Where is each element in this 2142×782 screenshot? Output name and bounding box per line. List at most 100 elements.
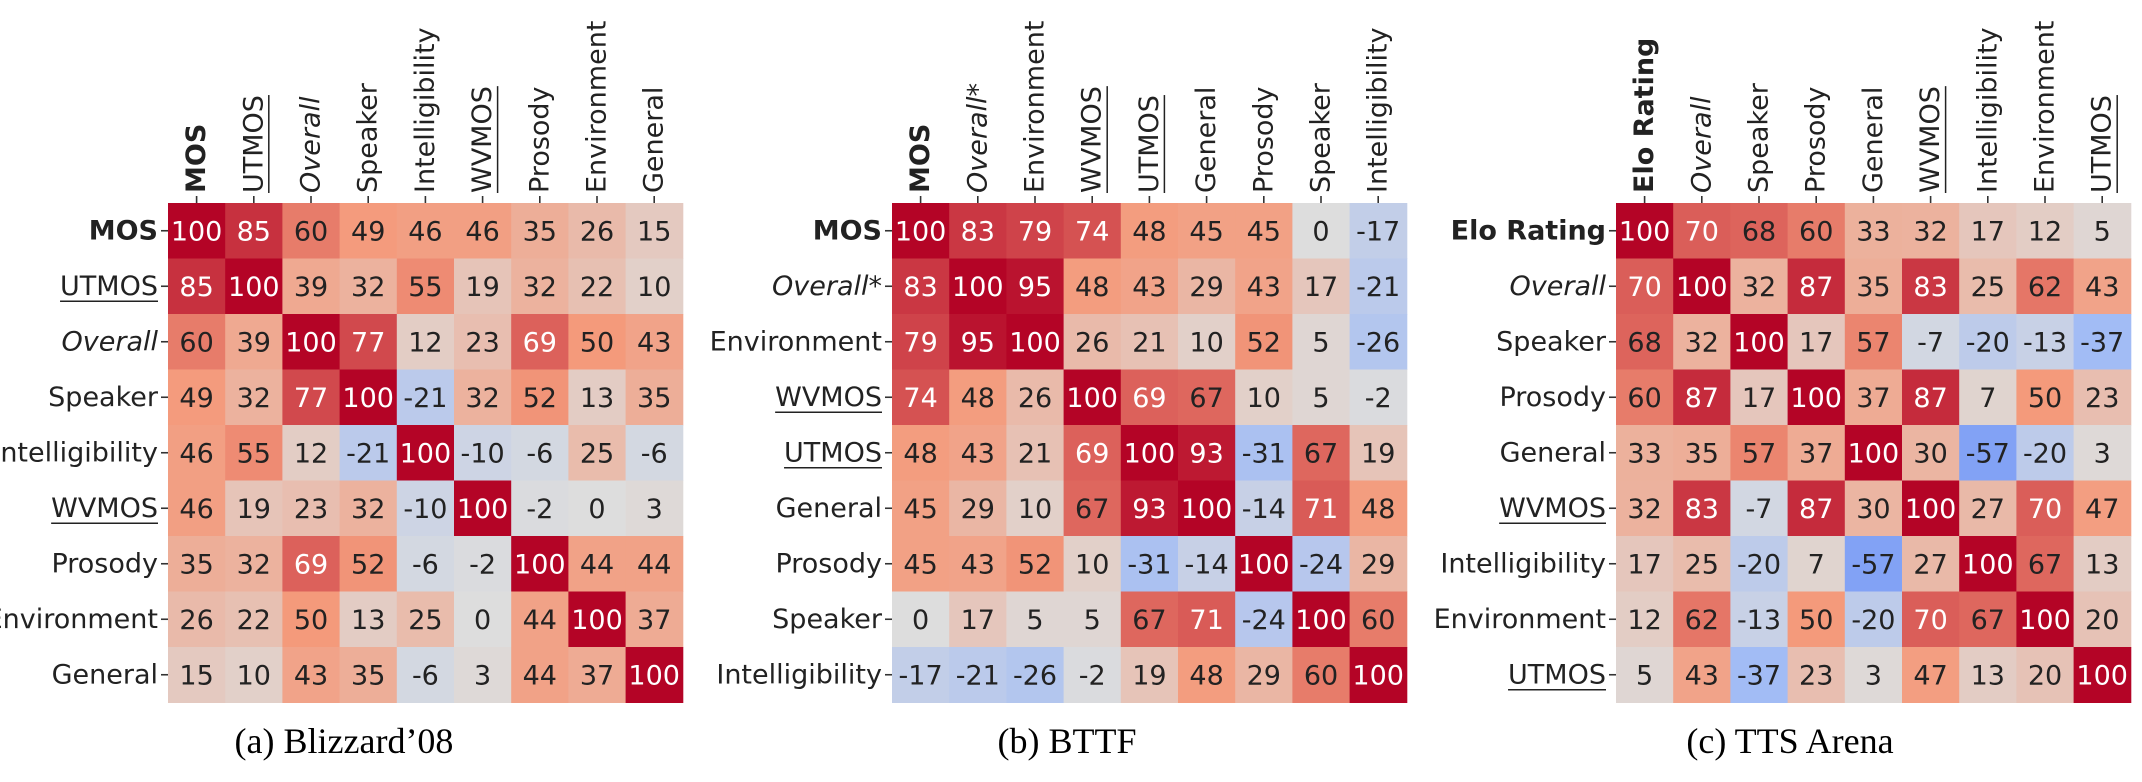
cell-value: -13 [2023,327,2067,358]
heatmap-cell [1902,369,1960,426]
cell-value: 29 [961,494,995,525]
heatmap-cell [1673,480,1731,537]
cell-value: 37 [580,660,614,691]
heatmap-cell [396,369,455,426]
cell-value: 32 [1742,272,1776,303]
cell-value: 46 [179,494,213,525]
cell-value: 5 [1026,605,1043,636]
heatmap-cell [225,591,283,648]
heatmap-cell [1616,258,1674,315]
heatmap-cell [454,203,512,259]
heatmap-cell [1787,536,1846,592]
cell-value: 21 [1018,438,1052,469]
heatmap-cell [2016,480,2075,537]
cell-value: 68 [1742,216,1776,247]
heatmap-cell [225,203,283,259]
heatmap-cell [1063,480,1122,537]
cell-value: 100 [952,272,1004,303]
row-label: UTMOS [784,437,882,468]
heatmap-cell [1673,536,1731,592]
row-label: General [52,659,158,690]
heatmap-cell [625,203,684,259]
cell-value: 100 [1352,660,1404,691]
heatmap-cell [339,258,398,315]
column-label: Speaker [353,82,384,193]
heatmap-cell [892,480,950,537]
cell-value: -20 [2023,438,2067,469]
cell-value: 29 [1361,549,1395,580]
column-label: General [1858,87,1889,193]
cell-value: -10 [461,438,505,469]
heatmap-cell [2073,536,2132,592]
heatmap-cell [396,258,455,315]
cell-value: 43 [1685,660,1719,691]
heatmap-cell [625,591,684,648]
cell-value: 45 [903,549,937,580]
cell-value: 100 [1790,383,1842,414]
cell-value: -20 [1851,605,1895,636]
heatmap-cell [225,258,283,315]
cell-value: 52 [1247,327,1281,358]
cell-value: 26 [1075,327,1109,358]
heatmap-cell [1006,203,1065,259]
cell-value: 67 [1189,383,1223,414]
heatmap-cell [339,369,398,426]
cell-value: 48 [1075,272,1109,303]
cell-value: 43 [294,660,328,691]
cell-value: 32 [351,494,385,525]
column-label: UTMOS [2087,95,2118,193]
cell-value: 32 [237,383,271,414]
cell-value: 70 [2028,494,2062,525]
heatmap-cell [2073,203,2132,259]
cell-value: 10 [1075,549,1109,580]
cell-value: 17 [961,605,995,636]
row-label: General [1500,437,1606,468]
cell-value: -2 [526,494,553,525]
heatmap-cell [1292,536,1351,592]
heatmap-cell [892,591,950,648]
cell-value: 87 [1913,383,1947,414]
heatmap-cell [339,591,398,648]
column-label: Speaker [1744,82,1775,193]
cell-value: 35 [523,216,557,247]
cell-value: -24 [1242,605,1286,636]
heatmap-cell [282,314,341,370]
heatmap-cell [1120,369,1179,426]
heatmap-cell [568,591,627,648]
heatmap-cell [2073,425,2132,481]
row-label: Speaker [772,604,883,635]
column-label: UTMOS [1134,95,1165,193]
cell-value: 39 [294,272,328,303]
cell-value: 5 [1312,383,1329,414]
heatmap-cell [168,203,226,259]
heatmap-cell [282,480,341,537]
cell-value: 77 [351,327,385,358]
cell-value: 26 [179,605,213,636]
heatmap-cell [1959,591,2017,648]
heatmap-cell [225,647,283,703]
cell-value: 20 [2085,605,2119,636]
heatmap-cell [1787,203,1846,259]
cell-value: 37 [1856,383,1890,414]
cell-value: 12 [1627,605,1661,636]
cell-value: 25 [1685,549,1719,580]
row-label: Speaker [48,382,159,413]
cell-value: 83 [961,216,995,247]
cell-value: 17 [1799,327,1833,358]
cell-value: 100 [400,438,452,469]
cell-value: 19 [1361,438,1395,469]
heatmap-cell [454,480,512,537]
cell-value: 35 [351,660,385,691]
cell-value: 43 [1132,272,1166,303]
cell-value: 7 [1979,383,1996,414]
cell-value: 67 [1132,605,1166,636]
cell-value: 12 [2028,216,2062,247]
row-label: Prosody [51,548,158,579]
heatmap-cell [1844,480,1903,537]
row-label: WVMOS [51,493,158,524]
cell-value: 44 [580,549,614,580]
cell-value: 93 [1189,438,1223,469]
cell-value: 67 [2028,549,2062,580]
